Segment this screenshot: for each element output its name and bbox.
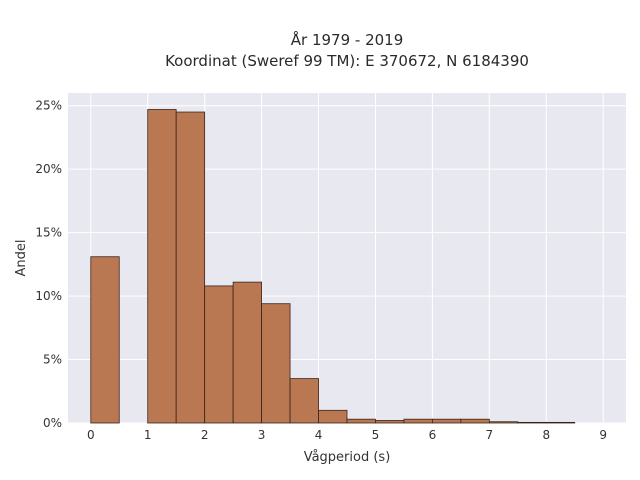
- x-tick-label: 4: [315, 428, 323, 442]
- histogram-bar: [232, 281, 262, 424]
- y-tick-label: 25%: [35, 99, 62, 113]
- histogram-bar: [289, 378, 319, 424]
- y-tick-label: 15%: [35, 226, 62, 240]
- chart-title-line-2: Koordinat (Sweref 99 TM): E 370672, N 61…: [165, 52, 529, 70]
- x-axis-ticks: 0 1 2 3 4 5 6 7 8 9: [87, 428, 607, 442]
- y-tick-label: 5%: [43, 353, 62, 367]
- x-tick-label: 6: [429, 428, 437, 442]
- histogram-bar: [147, 109, 177, 424]
- y-tick-label: 20%: [35, 162, 62, 176]
- histogram-bar: [375, 420, 405, 424]
- bars: [90, 109, 576, 424]
- x-tick-label: 9: [599, 428, 607, 442]
- histogram-bar: [403, 418, 433, 424]
- histogram-bar: [517, 421, 547, 424]
- x-tick-label: 8: [542, 428, 550, 442]
- y-axis-label: Andel: [14, 240, 29, 277]
- histogram-bar: [432, 418, 462, 424]
- histogram-bar: [545, 421, 576, 424]
- chart-title-line-1: År 1979 - 2019: [291, 30, 404, 49]
- histogram-bar: [488, 421, 519, 424]
- y-tick-label: 0%: [43, 416, 62, 430]
- histogram-bar: [175, 111, 206, 424]
- histogram-bar: [346, 418, 376, 424]
- y-tick-label: 10%: [35, 289, 62, 303]
- histogram-bar: [261, 303, 291, 424]
- histogram-bar: [90, 256, 120, 424]
- x-tick-label: 7: [486, 428, 494, 442]
- histogram-bar: [318, 409, 348, 424]
- histogram-bar: [204, 285, 234, 424]
- y-axis-ticks: 0% 5% 10% 15% 20% 25%: [35, 99, 62, 430]
- x-tick-label: 3: [258, 428, 266, 442]
- x-tick-label: 1: [144, 428, 152, 442]
- histogram-bar: [460, 418, 490, 424]
- x-tick-label: 0: [87, 428, 95, 442]
- x-axis-label: Vågperiod (s): [304, 450, 391, 465]
- x-tick-label: 2: [201, 428, 209, 442]
- x-tick-label: 5: [372, 428, 380, 442]
